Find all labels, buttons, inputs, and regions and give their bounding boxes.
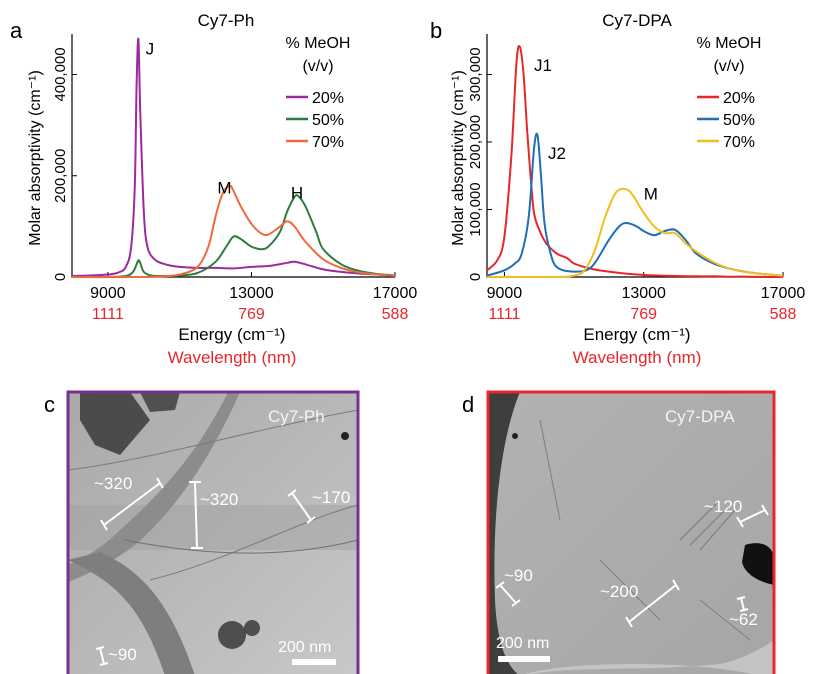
legend-label: 70% (723, 134, 755, 151)
micrograph-c-filament (68, 552, 195, 674)
x2-tick-label: 769 (238, 306, 265, 323)
legend-label: 50% (723, 112, 755, 129)
micrograph-c-fiber (149, 504, 358, 581)
series-line-50pct (486, 132, 784, 277)
legend-label: 20% (312, 90, 344, 107)
panel-b-chart: b Cy7-DPA Molar absorptivity (cm⁻¹) Ener… (430, 11, 805, 367)
micrograph-d-background (488, 392, 774, 674)
panel-c-micrograph: c Cy7-Ph ~320 ~320 ~170 ~90 200 nm (44, 390, 360, 674)
micrograph-c-scalebar-label: 200 nm (278, 639, 331, 656)
micrograph-d-particle (512, 433, 518, 439)
panel-b-title: Cy7-DPA (602, 11, 672, 30)
micrograph-c-scalebar (292, 659, 336, 665)
panel-b-ylabel: Molar absorptivity (cm⁻¹) (450, 70, 467, 246)
micrograph-c-label: Cy7-Ph (268, 407, 325, 426)
panel-b-xlabel: Energy (cm⁻¹) (583, 325, 690, 344)
y-tick-label: 0 (52, 273, 69, 281)
panel-a-letter: a (10, 18, 23, 43)
legend-title: % MeOH (286, 35, 351, 52)
micrograph-d-fibers (679, 499, 736, 551)
x-tick-label: 9000 (487, 285, 523, 302)
y-tick-label: 300,000 (467, 47, 484, 101)
micrograph-d-scalebar (498, 656, 550, 662)
panel-a-ylabel: Molar absorptivity (cm⁻¹) (27, 70, 44, 246)
peak-label: J1 (534, 56, 552, 75)
x-tick-label: 17000 (373, 285, 418, 302)
micrograph-c-annot-1: ~320 (94, 474, 132, 493)
legend-label: 20% (723, 90, 755, 107)
x2-tick-label: 1111 (488, 306, 520, 323)
peak-label: J (146, 39, 155, 58)
micrograph-c-particle (341, 432, 349, 440)
series-line-50pct (71, 193, 396, 279)
x-tick-label: 17000 (761, 285, 806, 302)
x-tick-label: 13000 (229, 285, 274, 302)
micrograph-c-aggregate (80, 392, 150, 455)
micrograph-c-border (66, 390, 360, 674)
peak-label: M (644, 184, 658, 203)
x2-tick-label: 588 (382, 306, 409, 323)
legend-title: (v/v) (713, 58, 744, 75)
peak-label: H (291, 184, 303, 203)
micrograph-c-annot-3: ~170 (312, 488, 350, 507)
micrograph-d-particle (742, 543, 774, 585)
series-line-20pct (486, 45, 784, 279)
micrograph-c-aggregate (244, 620, 260, 636)
y-tick-label: 0 (467, 273, 484, 281)
panel-d-letter: d (462, 392, 474, 417)
x2-tick-label: 1111 (92, 306, 124, 323)
series-line-20pct (71, 37, 396, 277)
micrograph-d-annot-3: ~200 (600, 582, 638, 601)
peak-label: J2 (548, 144, 566, 163)
panel-a-chart: a Cy7-Ph Molar absorptivity (cm⁻¹) Energ… (10, 11, 417, 367)
y-tick-label: 400,000 (52, 47, 69, 101)
micrograph-c-measure-lines (95, 477, 316, 666)
panel-a-xlabel: Energy (cm⁻¹) (178, 325, 285, 344)
x-tick-label: 13000 (621, 285, 666, 302)
series-line-70pct (487, 187, 784, 279)
x2-tick-label: 769 (630, 306, 657, 323)
panel-c-letter: c (44, 392, 55, 417)
legend-title: (v/v) (302, 58, 333, 75)
series-line-70pct (72, 184, 396, 279)
y-tick-label: 200,000 (467, 115, 484, 169)
panel-d-micrograph: d Cy7-DPA ~120 ~90 ~200 ~62 200 nm (462, 390, 776, 674)
micrograph-d-fibers (539, 419, 751, 641)
panel-a-xlabel2: Wavelength (nm) (168, 348, 297, 367)
panel-b-xlabel2: Wavelength (nm) (573, 348, 702, 367)
micrograph-c-fiber (124, 539, 358, 554)
micrograph-d-grid-edge (488, 392, 520, 674)
micrograph-c-aggregate (140, 392, 180, 412)
x-tick-label: 9000 (90, 285, 126, 302)
micrograph-d-annot-2: ~90 (504, 566, 533, 585)
legend-title: % MeOH (697, 35, 762, 52)
micrograph-c-annot-4: ~90 (108, 645, 137, 664)
legend-label: 70% (312, 134, 344, 151)
peak-label: M (217, 178, 231, 197)
x2-tick-label: 588 (770, 306, 797, 323)
micrograph-d-annot-4: ~62 (729, 610, 758, 629)
axis-frame (71, 34, 395, 278)
panel-b-letter: b (430, 18, 442, 43)
micrograph-d-measure-lines (495, 504, 769, 628)
micrograph-c-fiber (68, 409, 358, 471)
y-tick-label: 200,000 (52, 149, 69, 203)
micrograph-d-border (486, 390, 776, 674)
micrograph-d-scalebar-label: 200 nm (496, 635, 549, 652)
y-tick-label: 100,000 (467, 182, 484, 236)
micrograph-d-annot-1: ~120 (704, 497, 742, 516)
legend-label: 50% (312, 112, 344, 129)
panel-a-title: Cy7-Ph (198, 11, 255, 30)
micrograph-d-label: Cy7-DPA (665, 407, 735, 426)
micrograph-c-annot-2: ~320 (200, 490, 238, 509)
micrograph-d-lighter-region (526, 640, 774, 674)
micrograph-c-aggregate (218, 621, 246, 649)
